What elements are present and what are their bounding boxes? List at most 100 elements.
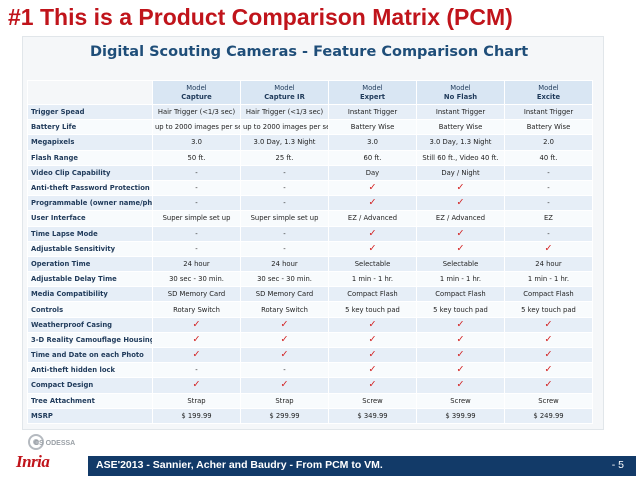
column-model-name: Expert xyxy=(359,92,386,101)
table-cell: 3.0 xyxy=(328,134,417,151)
table-cell: Hair Trigger (<1/3 sec) xyxy=(240,103,329,121)
table-cell: 24 hour xyxy=(504,255,593,273)
table-cell: - xyxy=(504,179,593,197)
table-cell: Rotary Switch xyxy=(240,301,329,318)
table-row: Time Lapse Mode - - ✓ ✓ - xyxy=(27,225,593,242)
check-icon: ✓ xyxy=(504,331,593,349)
check-icon: ✓ xyxy=(416,316,505,333)
check-icon: ✓ xyxy=(328,331,417,349)
check-mark: ✓ xyxy=(368,333,377,345)
table-cell: Strap xyxy=(240,392,329,409)
check-icon: ✓ xyxy=(328,377,417,394)
feature-label: 3-D Reality Camouflage Housing xyxy=(27,331,153,349)
feature-label: Anti-theft hidden lock xyxy=(27,362,153,379)
table-row: Weatherproof Casing ✓ ✓ ✓ ✓ ✓ xyxy=(27,316,593,333)
check-icon: ✓ xyxy=(416,240,505,257)
table-cell: - xyxy=(240,225,329,242)
table-cell: - xyxy=(240,240,329,257)
check-icon: ✓ xyxy=(152,346,241,364)
check-mark: ✓ xyxy=(192,333,201,345)
table-cell: 5 key touch pad xyxy=(328,301,417,318)
feature-label: Adjustable Delay Time xyxy=(27,271,153,288)
table-row: Controls Rotary Switch Rotary Switch 5 key … xyxy=(27,301,593,318)
table-cell: Compact Flash xyxy=(504,286,593,303)
table-cell: 2.0 xyxy=(504,134,593,151)
table-row: Operation Time 24 hour 24 hour Selectable Se… xyxy=(27,255,593,273)
feature-label: Anti-theft Password Protection xyxy=(27,179,153,197)
table-cell: - xyxy=(152,195,241,212)
check-icon: ✓ xyxy=(416,179,505,197)
table-row: Battery Life up to 2000 images per set up … xyxy=(27,119,593,136)
check-mark: ✓ xyxy=(456,197,465,209)
feature-label: Compact Design xyxy=(27,377,153,394)
table-cell: - xyxy=(240,179,329,197)
matrix-body: Trigger Spead Hair Trigger (<1/3 sec) Hair… xyxy=(27,103,593,424)
check-icon: ✓ xyxy=(328,362,417,379)
table-row: Anti-theft hidden lock - - ✓ ✓ ✓ xyxy=(27,362,593,379)
footer-text: ASE'2013 - Sannier, Acher and Baudry - F… xyxy=(96,459,383,471)
check-mark: ✓ xyxy=(192,379,201,391)
check-icon: ✓ xyxy=(416,195,505,212)
logo-subtitle: CS ODESSA xyxy=(34,440,76,447)
check-mark: ✓ xyxy=(192,349,201,361)
check-mark: ✓ xyxy=(544,349,553,361)
table-cell: 24 hour xyxy=(240,255,329,273)
table-cell: Hair Trigger (<1/3 sec) xyxy=(152,103,241,121)
comparison-matrix: Model Capture Model Capture IR Model Expert Mo… xyxy=(27,80,593,424)
table-cell: - xyxy=(504,195,593,212)
table-cell: 30 sec - 30 min. xyxy=(152,271,241,288)
table-cell: - xyxy=(152,179,241,197)
check-mark: ✓ xyxy=(368,364,377,376)
check-icon: ✓ xyxy=(504,240,593,257)
check-icon: ✓ xyxy=(504,362,593,379)
column-model-label: Model xyxy=(186,83,207,92)
check-mark: ✓ xyxy=(368,242,377,254)
table-cell: EZ xyxy=(504,210,593,227)
table-cell: $ 249.99 xyxy=(504,407,593,424)
chart-title: Digital Scouting Cameras - Feature Compa… xyxy=(90,44,529,60)
feature-label: Weatherproof Casing xyxy=(27,316,153,333)
table-cell: - xyxy=(504,164,593,181)
check-mark: ✓ xyxy=(544,379,553,391)
feature-label: Tree Attachment xyxy=(27,392,153,409)
check-icon: ✓ xyxy=(328,240,417,257)
table-cell: $ 349.99 xyxy=(328,407,417,424)
table-cell: 25 ft. xyxy=(240,149,329,166)
check-mark: ✓ xyxy=(544,318,553,330)
table-cell: Battery Wise xyxy=(504,119,593,136)
column-model-label: Model xyxy=(362,83,383,92)
table-row: Adjustable Delay Time 30 sec - 30 min. 30 … xyxy=(27,271,593,288)
table-cell: Screw xyxy=(328,392,417,409)
check-mark: ✓ xyxy=(368,379,377,391)
table-cell: - xyxy=(504,225,593,242)
feature-label: Megapixels xyxy=(27,134,153,151)
check-icon: ✓ xyxy=(328,195,417,212)
column-model-name: Capture IR xyxy=(264,92,305,101)
table-cell: Selectable xyxy=(416,255,505,273)
table-row: Programmable (owner name/phone)--✓✓- xyxy=(27,195,593,212)
table-row: Megapixels 3.0 3.0 Day, 1.3 Night 3.0 3.0 Da… xyxy=(27,134,593,151)
table-row: User Interface Super simple set up Super s… xyxy=(27,210,593,227)
check-icon: ✓ xyxy=(416,225,505,242)
table-cell: up to 2000 images per set xyxy=(240,119,329,136)
check-mark: ✓ xyxy=(280,379,289,391)
header-corner xyxy=(27,80,153,105)
table-cell: Day xyxy=(328,164,417,181)
check-mark: ✓ xyxy=(368,197,377,209)
table-cell: Still 60 ft., Video 40 ft. xyxy=(416,149,505,166)
table-cell: - xyxy=(240,362,329,379)
table-cell: Day / Night xyxy=(416,164,505,181)
table-cell: - xyxy=(152,225,241,242)
check-icon: ✓ xyxy=(328,346,417,364)
check-mark: ✓ xyxy=(368,182,377,194)
feature-label: Controls xyxy=(27,301,153,318)
column-model-name: No Flash xyxy=(443,92,478,101)
feature-label: MSRP xyxy=(27,407,153,424)
table-row: 3-D Reality Camouflage Housing ✓ ✓ ✓ ✓ ✓ xyxy=(27,331,593,349)
table-cell: $ 299.99 xyxy=(240,407,329,424)
table-cell: 5 key touch pad xyxy=(416,301,505,318)
table-cell: - xyxy=(240,195,329,212)
feature-label: Time and Date on each Photo xyxy=(27,346,153,364)
check-icon: ✓ xyxy=(416,331,505,349)
table-cell: Battery Wise xyxy=(328,119,417,136)
